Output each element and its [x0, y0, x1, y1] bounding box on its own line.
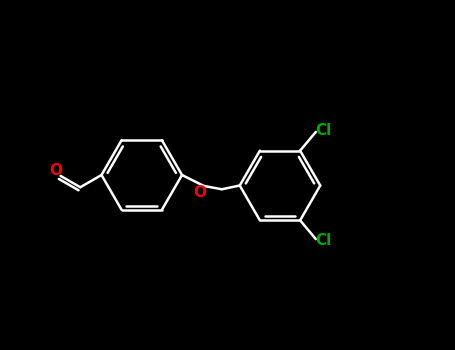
- Text: Cl: Cl: [315, 122, 332, 138]
- Text: O: O: [49, 163, 62, 178]
- Text: O: O: [193, 185, 206, 200]
- Text: Cl: Cl: [315, 233, 332, 248]
